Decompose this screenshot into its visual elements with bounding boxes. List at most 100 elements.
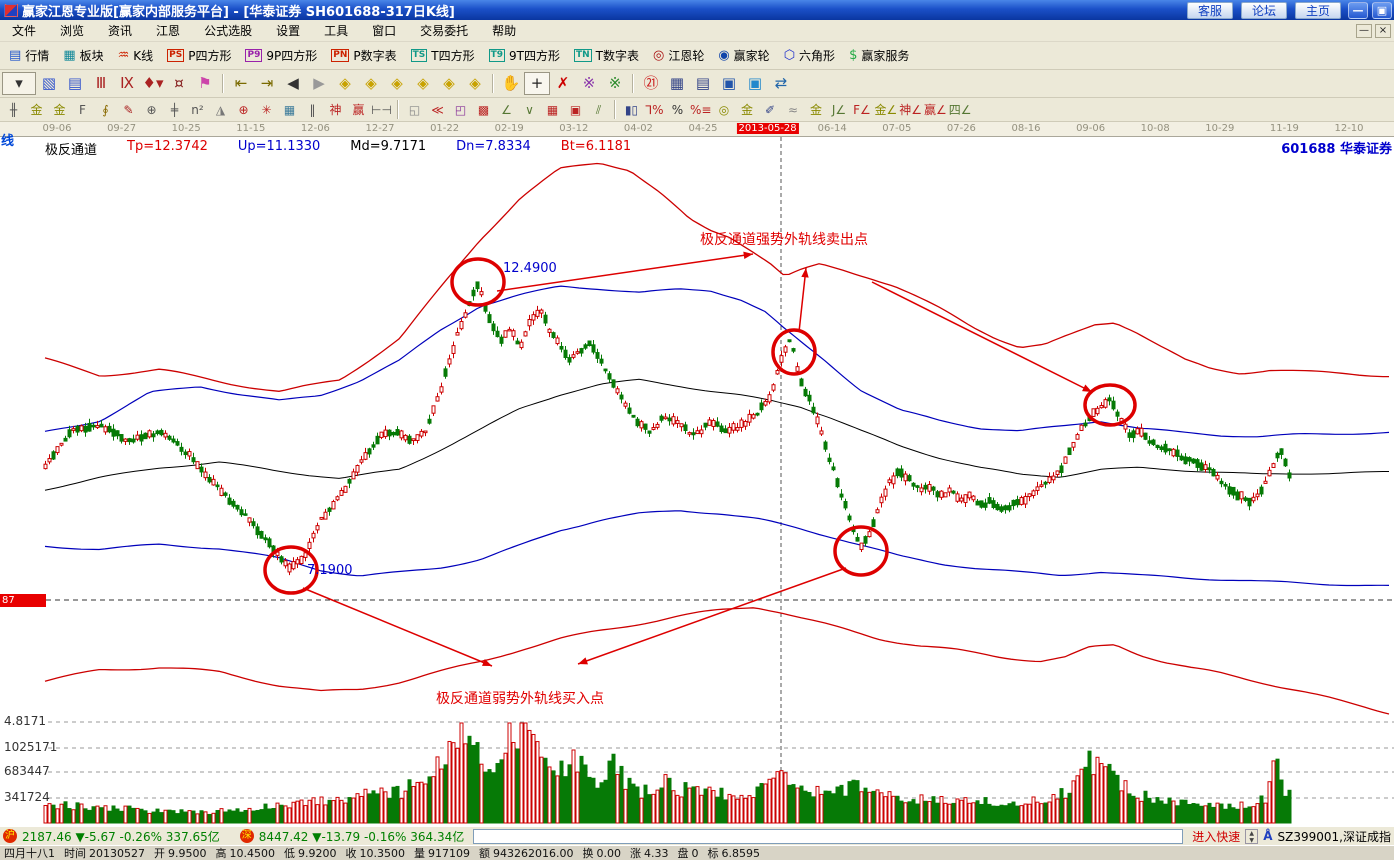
angle-mirror-icon[interactable]: ◮ <box>215 102 226 117</box>
stats-bars-icon[interactable]: ▮▯ <box>624 102 639 117</box>
si-angle-icon[interactable]: 四∠ <box>948 102 972 117</box>
hash-icon[interactable]: ╪ <box>170 102 179 117</box>
marker-pen-icon[interactable]: ✎ <box>123 102 134 117</box>
grid-red-icon[interactable]: ▩ <box>477 102 490 117</box>
kline-chart-canvas[interactable] <box>0 122 1394 826</box>
ying-grid-icon[interactable]: 赢 <box>352 102 365 117</box>
f-grid-icon[interactable]: F <box>79 102 86 117</box>
ruler-123-icon[interactable]: ⊢⊣ <box>371 102 392 117</box>
f-angle-icon[interactable]: F∠ <box>853 102 871 117</box>
last-page-icon[interactable]: ⇥ <box>260 74 274 92</box>
ornament-icon[interactable]: ¤ <box>174 74 184 92</box>
toolbar-button-t-table[interactable]: TN T数字表 <box>567 45 646 66</box>
gold-lines-icon[interactable]: 金 <box>740 102 753 117</box>
angle-lines-icon[interactable]: ∠ <box>501 102 512 117</box>
diamond-v-icon[interactable]: ◈ <box>443 74 455 92</box>
gold-angle-icon[interactable]: 金∠ <box>874 102 898 117</box>
export-web-icon[interactable]: ▣ <box>747 74 763 92</box>
toolbar-button-gann-wheel[interactable]: ◎ 江恩轮 <box>646 45 711 66</box>
menu-item-交易委托[interactable]: 交易委托 <box>420 24 469 38</box>
minimize-button[interactable]: — <box>1348 1 1368 19</box>
calendar-21-icon[interactable]: ㉑ <box>643 74 659 92</box>
toolbar-button-p9-square[interactable]: P9 9P四方形 <box>238 45 324 66</box>
shen-grid-icon[interactable]: 神 <box>329 102 342 117</box>
menu-item-窗口[interactable]: 窗口 <box>372 24 397 38</box>
brush-icon[interactable]: ✐ <box>764 102 775 117</box>
gold-band-icon[interactable]: 金 <box>809 102 822 117</box>
stamp-green-icon[interactable]: ※ <box>608 74 622 92</box>
toolbar-button-sector[interactable]: ▦ 板块 <box>56 45 110 66</box>
indicator-name[interactable]: 极反通道 <box>45 143 98 158</box>
toolbar-button-p-table[interactable]: PN P数字表 <box>324 45 403 66</box>
mdi-minimize-button[interactable]: — <box>1356 23 1372 38</box>
menu-item-文件[interactable]: 文件 <box>12 24 37 38</box>
star-grid-icon[interactable]: ✳ <box>261 102 272 117</box>
box-measure-icon[interactable]: ◱ <box>408 102 421 117</box>
restore-button[interactable]: ▣ <box>1372 1 1392 19</box>
n-square-icon[interactable]: n² <box>191 102 204 117</box>
crosshair-icon[interactable]: + <box>524 72 550 95</box>
gold-grid-icon[interactable]: 金 <box>30 102 43 117</box>
toolbar-button-t9-square[interactable]: T9 9T四方形 <box>482 45 567 66</box>
j-angle-icon[interactable]: J∠ <box>831 102 847 117</box>
gann-grid-icon[interactable]: ╫ <box>9 102 18 117</box>
menu-item-公式选股[interactable]: 公式选股 <box>204 24 253 38</box>
prev-icon[interactable]: ◀ <box>287 74 299 92</box>
percent-line-icon[interactable]: %≡ <box>690 102 712 117</box>
dense-grid-icon[interactable]: ▦ <box>546 102 559 117</box>
chart-area[interactable]: 09-06 09-27 10-25 11-15 12-06 12-27 01-22 02-19… <box>0 122 1394 826</box>
toolbar-button-winner-wheel[interactable]: ◉ 赢家轮 <box>711 45 776 66</box>
period-dropdown[interactable]: ▾ <box>2 72 36 95</box>
ying-angle-icon[interactable]: 赢∠ <box>924 102 947 117</box>
bars-3-icon[interactable]: Ⅲ <box>95 74 107 92</box>
zoom-area-icon[interactable]: ▧ <box>41 74 57 92</box>
menu-item-工具[interactable]: 工具 <box>324 24 349 38</box>
gold-circle-icon[interactable]: ◎ <box>718 102 730 117</box>
check-lines-icon[interactable]: ∨ <box>525 102 534 117</box>
first-page-icon[interactable]: ⇤ <box>234 74 248 92</box>
diamond-x-icon[interactable]: ◈ <box>417 74 429 92</box>
hand-icon[interactable]: ✋ <box>501 74 521 92</box>
toolbar-button-kline[interactable]: ♒ K线 <box>111 45 161 66</box>
f10-report-icon[interactable]: ▤ <box>67 74 83 92</box>
menu-item-浏览[interactable]: 浏览 <box>60 24 85 38</box>
diamond-split-icon[interactable]: ◈ <box>391 74 403 92</box>
circle-grid-icon[interactable]: ⊕ <box>146 102 157 117</box>
menu-item-帮助[interactable]: 帮助 <box>492 24 517 38</box>
diamond-left-icon[interactable]: ◈ <box>339 74 351 92</box>
menu-item-资讯[interactable]: 资讯 <box>108 24 133 38</box>
quick-entry-link[interactable]: 进入快速 <box>1192 829 1241 844</box>
bars-9-icon[interactable]: Ⅸ <box>120 74 134 92</box>
frame-grid-icon[interactable]: ▣ <box>569 102 582 117</box>
next-icon[interactable]: ▶ <box>313 74 325 92</box>
delete-pin-icon[interactable]: ✗ <box>556 74 570 92</box>
customer-service-button[interactable]: 客服 <box>1187 1 1233 19</box>
t-percent-icon[interactable]: ⅂% <box>645 102 664 117</box>
fan-red-icon[interactable]: ≪ <box>431 102 444 117</box>
homepage-button[interactable]: 主页 <box>1295 1 1341 19</box>
draw-flag-icon[interactable]: ⚑ <box>198 74 212 92</box>
gold-grid2-icon[interactable]: 金 <box>53 102 66 117</box>
toolbar-button-quote[interactable]: ▤ 行情 <box>2 45 56 66</box>
pc-sync-icon[interactable]: ⇄ <box>774 74 788 92</box>
diamond-grid-icon[interactable]: ◈ <box>469 74 481 92</box>
band-icon[interactable]: ≈ <box>787 102 798 117</box>
quote-search-input[interactable] <box>473 828 1184 844</box>
kline-measure-icon[interactable]: ‖ <box>309 102 316 117</box>
parallel-lines-icon[interactable]: ⫽ <box>595 102 602 117</box>
spiral-icon[interactable]: ∮ <box>102 102 109 117</box>
forum-button[interactable]: 论坛 <box>1241 1 1287 19</box>
menu-item-江恩[interactable]: 江恩 <box>156 24 181 38</box>
calculator-icon[interactable]: ▦ <box>669 74 685 92</box>
menu-item-设置[interactable]: 设置 <box>276 24 301 38</box>
shen-angle-icon[interactable]: 神∠ <box>899 102 922 117</box>
candle-style-icon[interactable]: ♦▾ <box>142 74 164 92</box>
left-tab-label[interactable]: 线 <box>1 134 15 149</box>
spinner-control[interactable]: ▲ ▼ <box>1245 828 1259 844</box>
stamp-purple-icon[interactable]: ※ <box>582 74 596 92</box>
toolbar-button-hexagon[interactable]: ⬡ 六角形 <box>777 45 842 66</box>
save-icon[interactable]: ▣ <box>721 74 737 92</box>
mdi-close-button[interactable]: × <box>1375 23 1391 38</box>
circle-target-icon[interactable]: ⊕ <box>238 102 249 117</box>
web-grid-icon[interactable]: ▦ <box>283 102 296 117</box>
